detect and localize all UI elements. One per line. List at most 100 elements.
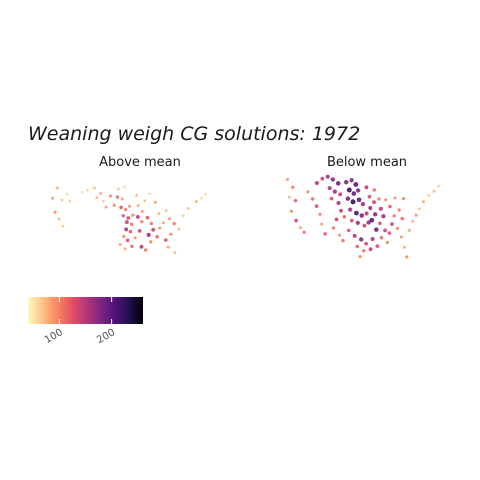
- map-point: [331, 226, 336, 230]
- map-point: [370, 236, 375, 242]
- map-point: [366, 220, 371, 225]
- map-point: [390, 222, 394, 227]
- map-point: [116, 187, 120, 191]
- map-point: [286, 177, 290, 181]
- map-point: [368, 205, 373, 211]
- map-point: [348, 207, 353, 212]
- map-point: [95, 196, 99, 200]
- map-point: [51, 196, 55, 200]
- map-point: [153, 200, 157, 204]
- map-point: [143, 199, 147, 203]
- color-legend: 100 200: [28, 297, 143, 346]
- map-point: [355, 188, 361, 193]
- map-point: [422, 200, 425, 204]
- map-point: [397, 208, 401, 212]
- map-point: [411, 219, 415, 223]
- map-point: [135, 214, 140, 219]
- map-point: [306, 190, 310, 194]
- map-point: [417, 207, 421, 211]
- map-point: [61, 224, 65, 228]
- map-point: [400, 216, 404, 221]
- map-point: [146, 232, 151, 237]
- map-point: [204, 192, 207, 196]
- map-point: [356, 197, 362, 203]
- map-point: [291, 185, 295, 189]
- map-point: [395, 226, 400, 231]
- map-point: [158, 226, 162, 230]
- map-point: [126, 216, 131, 220]
- map-point: [86, 188, 89, 192]
- map-point: [121, 214, 125, 218]
- map-point: [125, 238, 130, 243]
- map-point: [140, 209, 144, 213]
- map-point: [427, 194, 431, 197]
- map-point: [353, 182, 359, 187]
- map-point: [387, 231, 392, 235]
- map-point: [401, 196, 406, 201]
- map-point: [369, 217, 375, 223]
- map-point: [99, 191, 103, 195]
- map-point: [314, 181, 319, 185]
- map-point: [139, 244, 144, 249]
- map-point: [355, 220, 360, 225]
- map-point: [353, 210, 359, 216]
- map-point: [320, 176, 325, 181]
- map-point: [186, 207, 190, 210]
- map-point: [145, 215, 150, 220]
- map-point: [407, 228, 411, 232]
- map-point: [68, 199, 72, 203]
- map-point: [374, 227, 379, 232]
- map-point: [137, 229, 142, 233]
- map-point: [342, 214, 347, 219]
- map-point: [128, 229, 133, 234]
- map-point: [378, 206, 383, 211]
- colorbar: [28, 297, 143, 324]
- map-point: [194, 200, 198, 203]
- map-point: [346, 228, 351, 233]
- map-point: [355, 244, 360, 249]
- map-point: [351, 191, 357, 196]
- map-point: [124, 227, 129, 232]
- map-point: [136, 204, 140, 208]
- facet-label-below-mean: Below mean: [327, 155, 407, 170]
- map-point: [148, 192, 151, 196]
- map-point: [129, 222, 134, 226]
- map-point: [149, 240, 153, 244]
- map-point: [346, 187, 352, 193]
- map-point: [294, 218, 298, 223]
- map-point: [133, 236, 137, 240]
- map-point: [124, 220, 129, 225]
- map-point: [80, 190, 84, 194]
- map-point: [432, 189, 436, 193]
- map-point: [330, 177, 335, 182]
- map-point: [350, 199, 356, 205]
- chart-title: Weaning weigh CG solutions: 1972: [28, 123, 360, 145]
- map-point: [177, 227, 181, 231]
- map-point: [388, 204, 392, 209]
- map-point: [364, 241, 368, 246]
- map-point: [359, 237, 364, 242]
- map-point: [53, 210, 57, 214]
- map-point: [375, 244, 380, 248]
- map-point: [393, 196, 397, 200]
- map-point: [298, 226, 302, 230]
- map-point: [57, 217, 61, 221]
- map-point: [378, 221, 382, 226]
- map-point: [200, 196, 203, 200]
- map-point: [310, 197, 315, 201]
- map-point: [339, 208, 343, 213]
- map-point: [161, 221, 165, 225]
- map-point: [155, 235, 159, 239]
- map-point: [157, 212, 161, 216]
- map-point: [167, 217, 171, 221]
- map-point: [362, 249, 366, 253]
- map-point: [364, 211, 369, 216]
- map-point: [341, 238, 345, 243]
- map-point: [336, 200, 341, 206]
- map-point: [112, 203, 116, 207]
- map-point: [349, 218, 354, 223]
- map-point: [115, 195, 120, 199]
- map-point: [372, 188, 377, 192]
- map-point: [293, 198, 298, 203]
